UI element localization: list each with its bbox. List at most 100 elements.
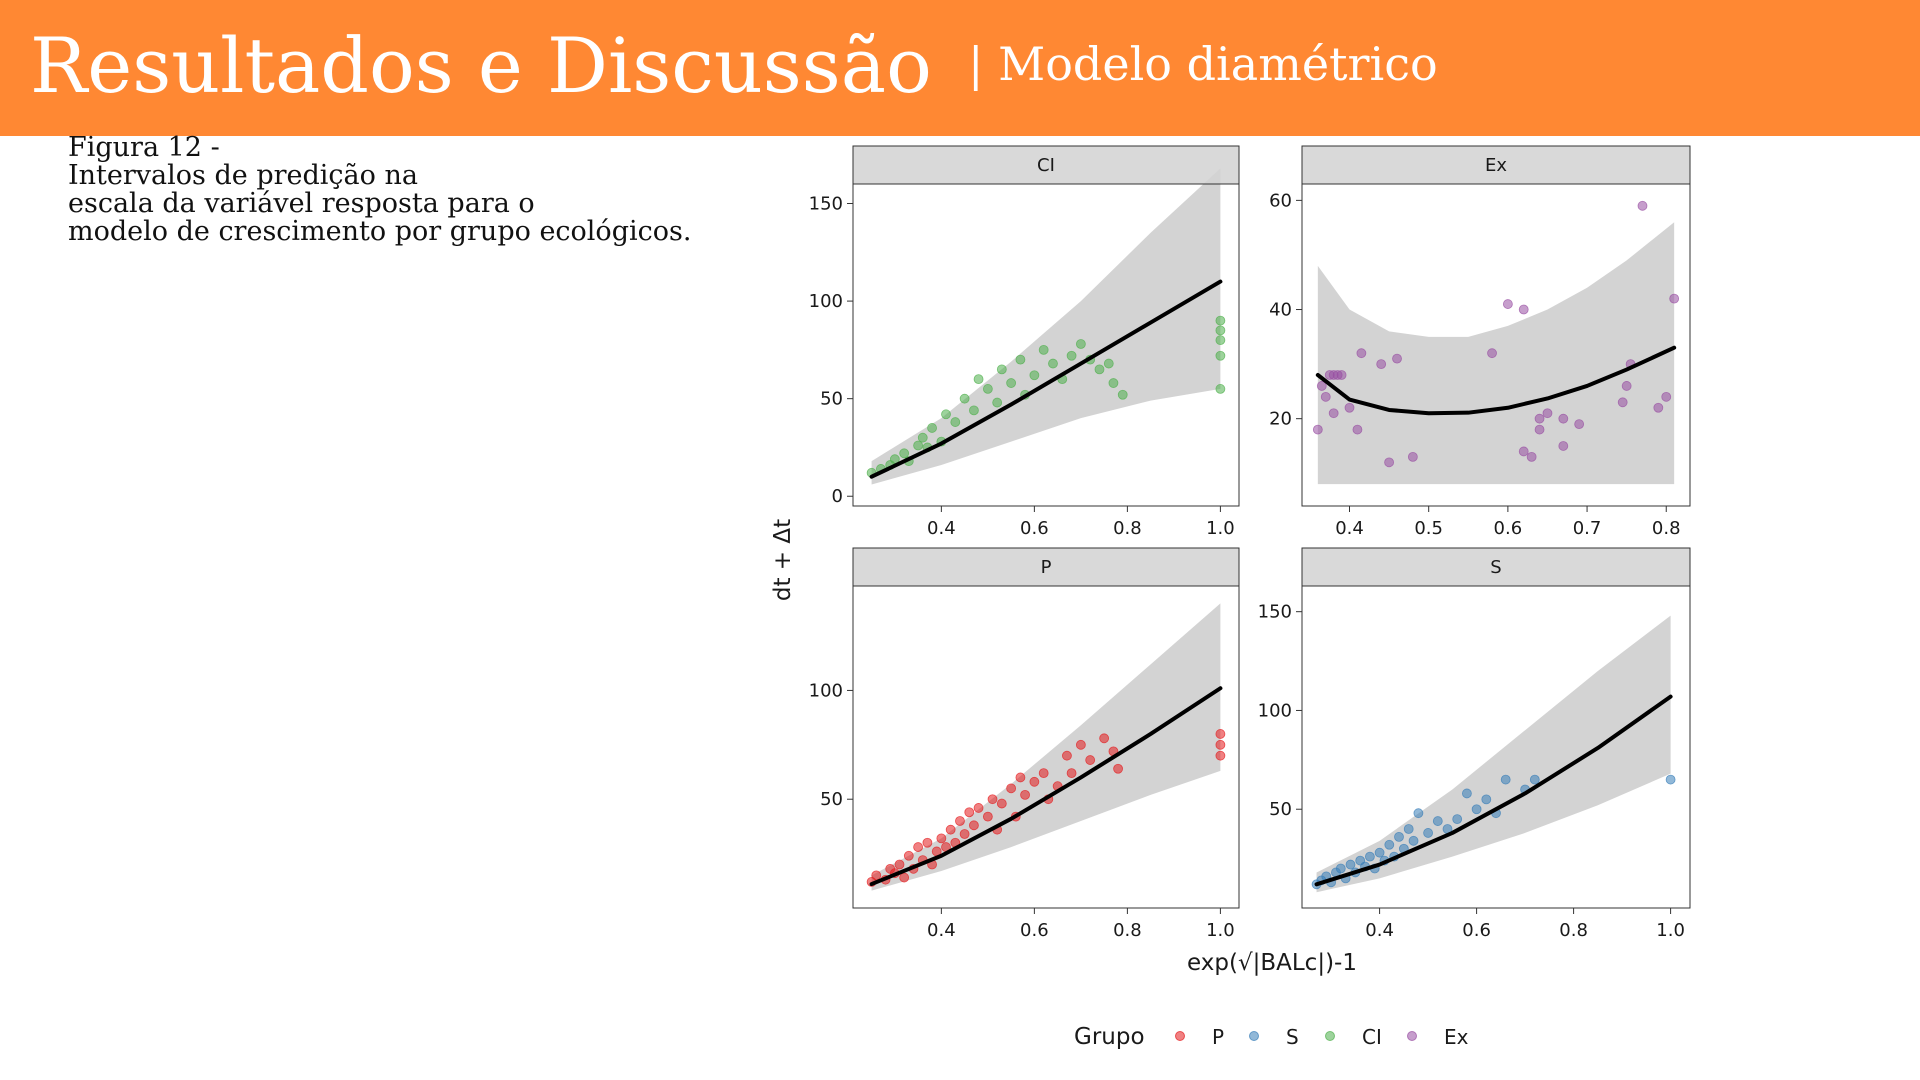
facet-strip — [1301, 145, 1691, 185]
data-point — [1365, 851, 1375, 862]
data-point — [982, 811, 993, 822]
data-point — [1029, 370, 1040, 381]
facet-strip-label: S — [1490, 557, 1501, 578]
slide-title: Resultados e Discussão — [30, 21, 932, 110]
x-tick-label: 0.8 — [1652, 518, 1681, 539]
data-point — [1328, 408, 1339, 419]
data-point — [1502, 299, 1513, 309]
x-tick-label: 1.0 — [1206, 920, 1235, 941]
facet-strip-label: P — [1041, 557, 1052, 578]
data-point — [987, 794, 998, 805]
caption-line: Intervalos de predição na — [68, 160, 418, 191]
x-tick-label: 0.4 — [927, 518, 956, 539]
data-point — [917, 432, 928, 443]
data-point — [1215, 729, 1226, 739]
data-point — [1408, 835, 1419, 846]
y-tick-label: 150 — [1258, 602, 1292, 623]
panel-border — [852, 183, 1240, 507]
data-point — [1574, 419, 1585, 430]
data-point — [1075, 339, 1086, 349]
data-point — [1384, 457, 1395, 468]
legend-item-ci: CI — [1325, 1025, 1382, 1049]
x-axis-label: exp(√|BALc|)-1 — [1187, 950, 1357, 976]
x-tick-label: 0.7 — [1573, 518, 1602, 539]
caption-line: escala da variável resposta para o — [68, 188, 535, 219]
data-point — [1526, 451, 1537, 462]
data-point — [1215, 384, 1226, 394]
data-point — [982, 384, 993, 394]
data-point — [959, 393, 970, 404]
data-point — [1215, 335, 1226, 346]
data-point — [1394, 831, 1404, 842]
y-tick-label: 0 — [832, 486, 843, 507]
data-point — [1665, 774, 1676, 785]
legend-item-ex: Ex — [1407, 1025, 1469, 1049]
prediction-interval-band — [871, 603, 1221, 891]
data-point — [1006, 783, 1017, 794]
data-point — [1356, 348, 1367, 359]
data-point — [899, 448, 910, 459]
caption-line: modelo de crescimento por grupo ecológic… — [68, 216, 692, 247]
legend-label: S — [1286, 1025, 1299, 1049]
x-tick-label: 0.8 — [1113, 518, 1142, 539]
data-point — [1384, 839, 1395, 850]
data-point — [1062, 750, 1072, 761]
data-point — [903, 850, 914, 861]
y-tick-label: 60 — [1269, 190, 1292, 211]
data-point — [1653, 402, 1664, 413]
x-tick-label: 0.6 — [1494, 518, 1523, 539]
panel-border — [852, 585, 1240, 909]
legend-label: Ex — [1444, 1025, 1469, 1049]
data-point — [1542, 408, 1553, 419]
legend-key — [1325, 1031, 1335, 1041]
legend-title: Grupo — [1074, 1024, 1145, 1050]
data-point — [899, 872, 910, 883]
prediction-interval-band — [871, 168, 1221, 485]
panel-border — [1301, 183, 1691, 507]
data-point — [1015, 354, 1026, 365]
data-point — [1413, 808, 1424, 819]
data-point — [1108, 378, 1119, 388]
data-point — [1518, 304, 1529, 315]
data-point — [1215, 739, 1226, 750]
data-point — [1336, 370, 1347, 380]
data-point — [1558, 413, 1569, 424]
data-point — [1621, 381, 1632, 391]
data-point — [927, 423, 937, 433]
data-point — [996, 798, 1007, 809]
data-point — [1038, 768, 1049, 779]
y-tick-label: 100 — [809, 680, 843, 701]
slide-header: Resultados e Discussão | Modelo diamétri… — [0, 0, 1920, 136]
data-point — [1075, 739, 1086, 750]
data-point — [1312, 424, 1323, 435]
data-point — [1487, 348, 1497, 359]
data-point — [936, 833, 947, 844]
data-point — [1376, 359, 1387, 370]
legend-key — [1175, 1031, 1185, 1041]
y-tick-label: 50 — [820, 389, 843, 410]
legend-key — [1407, 1031, 1417, 1041]
y-tick-label: 150 — [809, 194, 843, 215]
data-point — [1558, 441, 1569, 451]
figure-caption: Figura 12 - Intervalos de predição na es… — [68, 134, 758, 246]
y-tick-label: 100 — [809, 291, 843, 312]
data-point — [1471, 804, 1482, 815]
data-point — [1344, 402, 1355, 413]
x-tick-label: 0.5 — [1414, 518, 1443, 539]
legend-label: P — [1212, 1025, 1224, 1049]
facet-strip — [852, 145, 1240, 185]
data-point — [1020, 789, 1030, 800]
panel-ci: CI 0.4 0.6 0.8 1.0 0 50 100 150 — [809, 145, 1240, 539]
data-point — [950, 417, 961, 427]
data-point — [1029, 776, 1040, 787]
legend-item-p: P — [1175, 1025, 1224, 1049]
x-tick-label: 1.0 — [1206, 518, 1235, 539]
data-point — [1320, 391, 1331, 402]
data-point — [996, 364, 1007, 375]
data-point — [1352, 424, 1363, 435]
data-point — [1215, 315, 1226, 326]
panel-s: S 0.4 0.6 0.8 1.0 50 100 150 — [1258, 547, 1691, 941]
slide-subtitle: | Modelo diamétrico — [968, 37, 1438, 91]
x-tick-label: 0.4 — [1365, 920, 1394, 941]
